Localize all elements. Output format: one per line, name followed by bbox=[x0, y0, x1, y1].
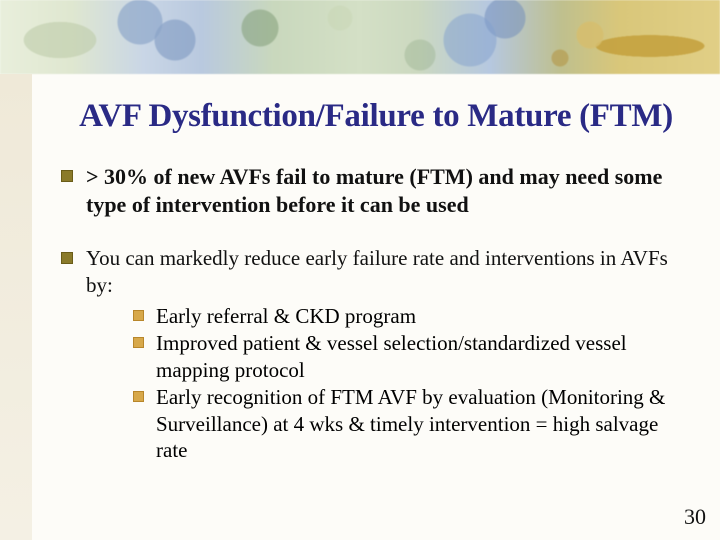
slide-title: AVF Dysfunction/Failure to Mature (FTM) bbox=[32, 98, 720, 135]
list-item: You can markedly reduce early failure ra… bbox=[52, 245, 680, 464]
decorative-banner bbox=[0, 0, 720, 74]
list-item: Early recognition of FTM AVF by evaluati… bbox=[126, 384, 680, 465]
sidebar-strip bbox=[0, 74, 32, 540]
list-item: > 30% of new AVFs fail to mature (FTM) a… bbox=[52, 163, 680, 219]
bullet-text: > 30% of new AVFs fail to mature (FTM) a… bbox=[86, 163, 680, 219]
bullet-list: > 30% of new AVFs fail to mature (FTM) a… bbox=[32, 163, 720, 464]
page-number: 30 bbox=[684, 504, 706, 530]
list-item: Improved patient & vessel selection/stan… bbox=[126, 330, 680, 384]
slide-content: AVF Dysfunction/Failure to Mature (FTM) … bbox=[32, 74, 720, 540]
sub-bullet-list: Early referral & CKD program Improved pa… bbox=[126, 303, 680, 464]
list-item: Early referral & CKD program bbox=[126, 303, 680, 330]
bullet-text: You can markedly reduce early failure ra… bbox=[86, 245, 680, 299]
